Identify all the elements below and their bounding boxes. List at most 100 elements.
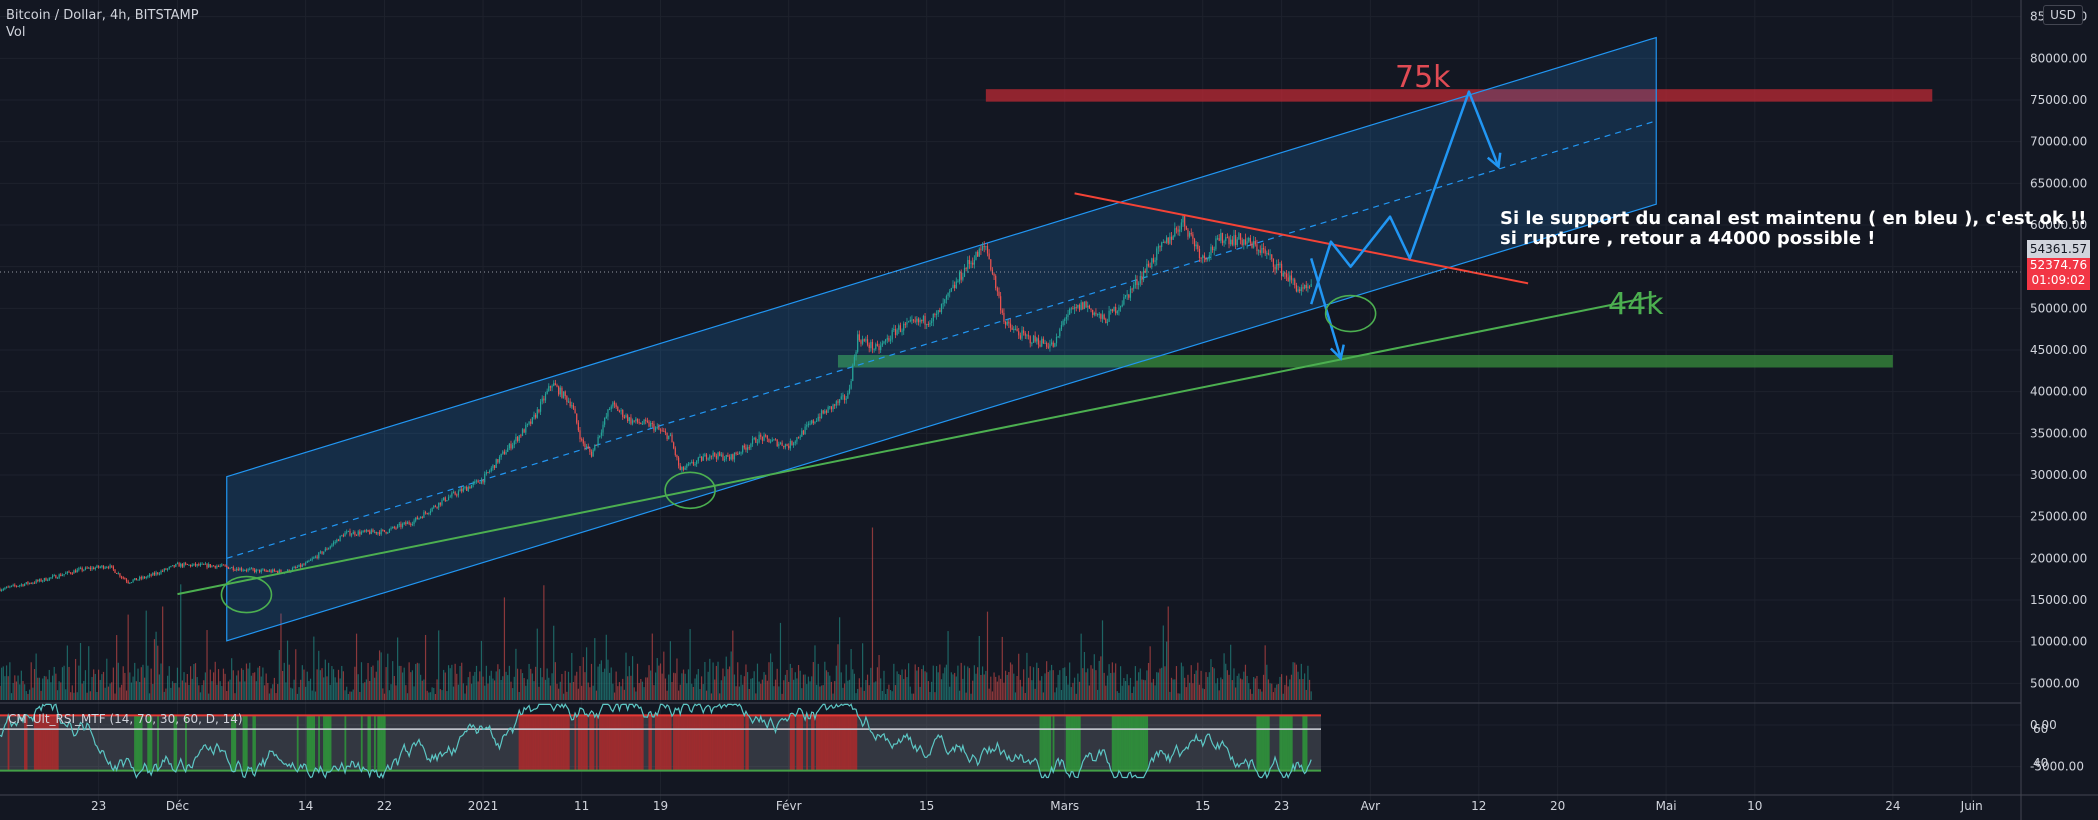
candle-body: [919, 319, 921, 323]
rsi-overbought-bar: [607, 715, 610, 771]
volume-bar: [242, 669, 244, 700]
candle-body: [341, 535, 343, 537]
volume-bar: [691, 683, 693, 700]
currency-badge[interactable]: USD: [2043, 5, 2083, 25]
rsi-oversold-bar: [1044, 715, 1047, 771]
rsi-overbought-bar: [797, 715, 800, 771]
volume-bar: [452, 686, 455, 700]
volume-bar: [1174, 679, 1176, 700]
rsi-overbought-bar: [562, 715, 565, 771]
volume-bar: [278, 650, 280, 700]
volume-bar: [63, 665, 65, 700]
candle-body: [410, 523, 412, 525]
candle-body: [475, 480, 478, 482]
volume-bar: [1149, 646, 1151, 700]
volume-bar: [194, 663, 197, 700]
candle-body: [1054, 343, 1056, 347]
volume-bar: [998, 675, 1000, 700]
volume-bar: [834, 681, 836, 700]
volume-bar: [627, 676, 629, 700]
volume-bar: [444, 672, 446, 700]
volume-bar: [255, 681, 257, 700]
candle-body: [132, 579, 134, 583]
volume-bar: [728, 666, 731, 700]
volume-bar: [756, 663, 759, 700]
candle-body: [888, 338, 890, 341]
rsi-overbought-bar: [581, 715, 583, 771]
volume-bar: [474, 671, 476, 700]
volume-bar: [664, 678, 667, 700]
rsi-overbought-bar: [589, 715, 592, 771]
candle-body: [1039, 344, 1041, 347]
candle-body: [193, 563, 195, 565]
channel-fill: [226, 36, 1657, 642]
rsi-oversold-bar: [1261, 715, 1264, 771]
candle-body: [351, 534, 353, 536]
volume-bar: [360, 662, 363, 700]
volume-bar: [973, 665, 975, 700]
rsi-overbought-bar: [796, 715, 799, 771]
candle-body: [273, 569, 275, 571]
volume-bar: [1003, 682, 1005, 700]
volume-bar: [334, 677, 336, 700]
volume-bar: [153, 639, 156, 700]
volume-bar: [303, 669, 305, 700]
rsi-overbought-bar: [55, 715, 58, 771]
candle-body: [508, 443, 510, 449]
candle-body: [244, 570, 246, 572]
candle-body: [209, 564, 211, 567]
candle-body: [1162, 241, 1164, 243]
volume-bar: [561, 673, 563, 700]
rsi-oversold-bar: [1136, 715, 1139, 771]
candle-body: [250, 568, 252, 570]
volume-bar: [226, 691, 228, 700]
candle-body: [679, 465, 681, 470]
volume-bar: [1264, 645, 1266, 700]
candle-body: [582, 439, 584, 444]
volume-bar: [122, 666, 124, 700]
volume-bar: [521, 673, 524, 700]
candle-body: [477, 480, 479, 483]
candle-body: [691, 461, 693, 463]
volume-bar: [898, 673, 900, 700]
candle-body: [687, 464, 690, 466]
volume-bar: [788, 681, 790, 700]
candle-body: [20, 584, 22, 586]
candle-body: [93, 567, 95, 570]
volume-bar: [935, 666, 938, 700]
rsi-overbought-bar: [50, 715, 53, 771]
rsi-oversold-bar: [324, 715, 327, 771]
candle-body: [817, 416, 819, 421]
volume-bar: [27, 693, 29, 700]
candle-body: [469, 486, 471, 489]
candle-body: [1277, 264, 1279, 266]
volume-bar: [985, 670, 987, 700]
candle-body: [1285, 273, 1288, 278]
rsi-overbought-bar: [533, 715, 536, 771]
price-tick-label: -5000.00: [2030, 760, 2084, 774]
candle-body: [180, 563, 182, 567]
volume-bar: [48, 669, 50, 700]
volume-bar: [252, 672, 254, 700]
candle-body: [1208, 255, 1210, 259]
volume-bar: [1018, 653, 1020, 700]
volume-bar: [145, 610, 147, 700]
rsi-oversold-bar: [1067, 715, 1070, 771]
candle-body: [883, 341, 885, 344]
candle-body: [254, 569, 256, 572]
volume-bar: [705, 690, 708, 700]
volume-bar: [929, 691, 931, 700]
volume-bar: [42, 678, 44, 700]
volume-bar: [574, 675, 576, 700]
candle-body: [912, 319, 915, 321]
candle-body: [1220, 232, 1222, 241]
candle-body: [1272, 258, 1274, 267]
candle-body: [899, 325, 902, 332]
volume-bar: [30, 662, 32, 700]
volume-bar: [604, 668, 606, 700]
rsi-oversold-bar: [1070, 715, 1073, 771]
volume-bar: [1251, 693, 1253, 700]
candle-body: [1213, 249, 1215, 251]
candle-body: [28, 582, 31, 584]
